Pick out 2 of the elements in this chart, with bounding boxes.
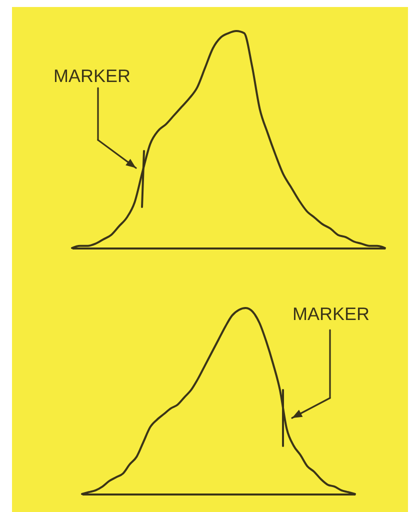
annotation: MARKER xyxy=(292,304,370,324)
annotation: MARKER xyxy=(53,66,131,86)
